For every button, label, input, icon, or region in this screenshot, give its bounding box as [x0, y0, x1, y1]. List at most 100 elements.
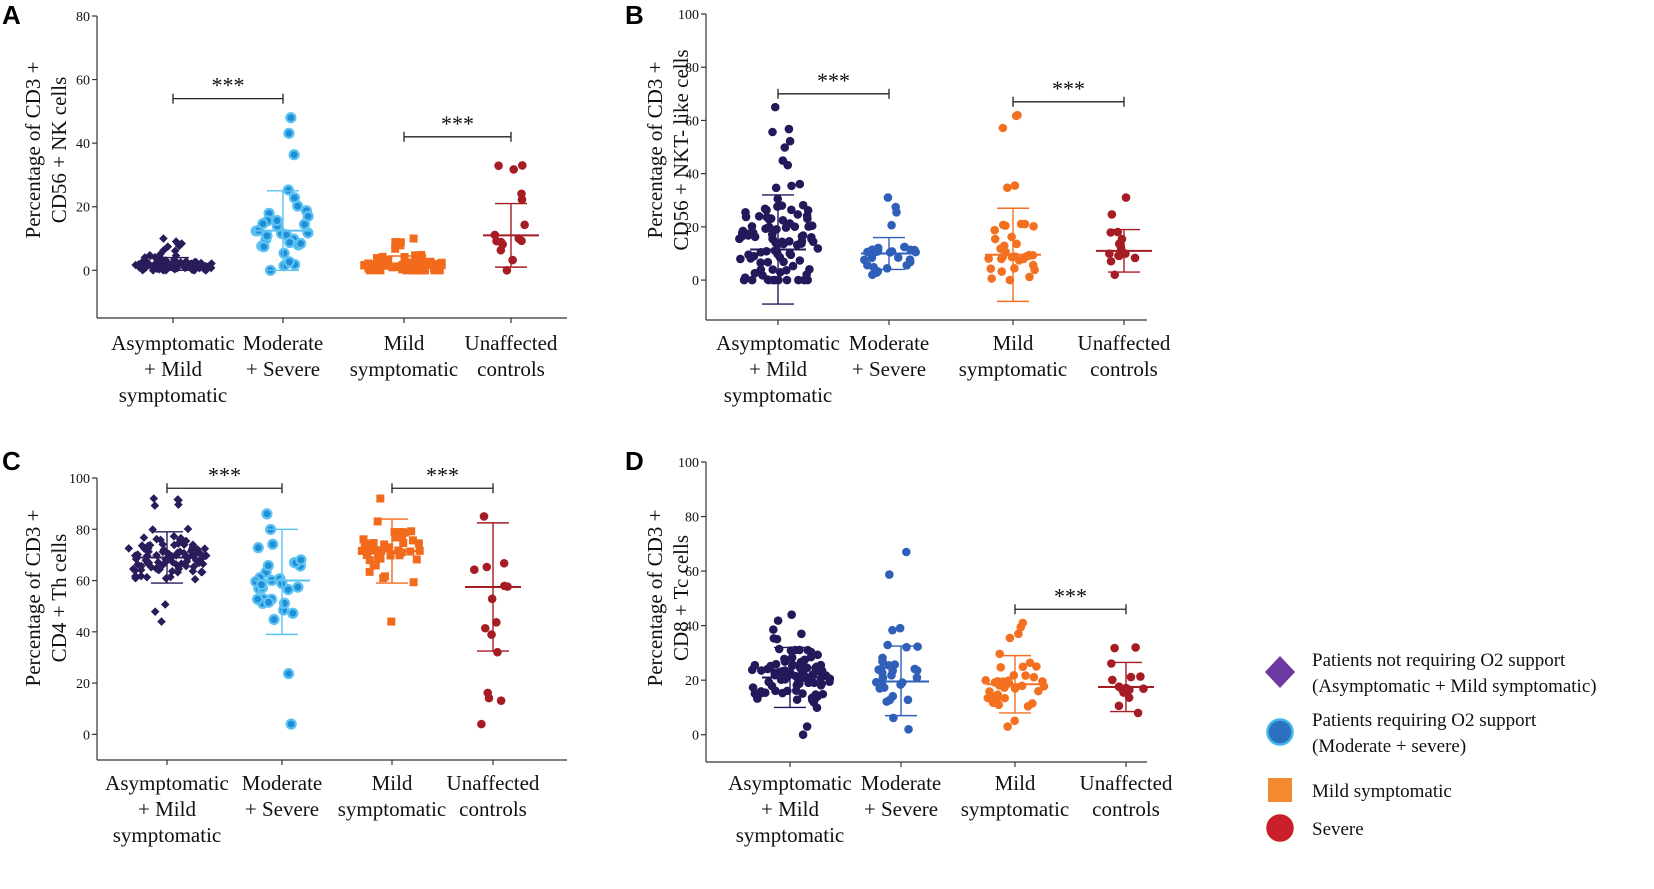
y-axis-label-line: CD56 + NK cells: [47, 77, 71, 224]
data-point: [902, 261, 912, 270]
data-point: [514, 234, 524, 243]
category-label: Moderate + Severe: [861, 771, 941, 821]
category-label-line: controls: [1090, 357, 1158, 381]
data-point: [788, 261, 798, 271]
data-point: [150, 607, 160, 616]
category-label: Mild symptomatic: [350, 331, 459, 381]
data-point: [282, 668, 295, 680]
data-point: [158, 540, 168, 549]
data-point: [409, 578, 418, 587]
y-tick-label: 0: [83, 264, 90, 279]
data-point: [267, 538, 279, 550]
data-point: [190, 574, 200, 584]
data-point: [802, 663, 812, 673]
data-point: [161, 555, 171, 564]
data-point: [1018, 662, 1028, 672]
data-point: [409, 234, 418, 243]
y-tick-label: 20: [76, 677, 90, 692]
data-point: [487, 630, 496, 639]
data-point: [743, 231, 753, 240]
category-label-line: symptomatic: [959, 357, 1068, 381]
category-label: Mild symptomatic: [961, 771, 1070, 821]
data-point: [772, 246, 782, 256]
data-point: [193, 544, 202, 554]
series-group: [984, 110, 1041, 303]
data-point: [750, 268, 760, 278]
data-point: [170, 246, 180, 256]
data-point: [902, 642, 911, 652]
data-point: [158, 547, 168, 557]
data-point: [518, 161, 527, 170]
data-point: [144, 547, 153, 557]
category-label-line: symptomatic: [961, 797, 1070, 821]
data-point: [360, 261, 369, 270]
series-group: [250, 508, 310, 730]
data-point: [188, 264, 197, 274]
data-point: [155, 565, 164, 574]
data-point: [902, 547, 911, 557]
category-label: Moderate + Severe: [849, 331, 929, 381]
data-point: [492, 617, 501, 627]
data-point: [803, 214, 812, 223]
data-point: [795, 679, 804, 688]
y-tick-label: 20: [685, 674, 699, 689]
data-point: [190, 257, 200, 267]
data-point: [508, 255, 517, 265]
category-label-line: Unaffected: [447, 771, 540, 795]
category-label-line: Moderate: [849, 331, 929, 355]
data-point: [780, 675, 790, 684]
panel-D: D 0 20 40 60 80 100 Percentage of CD3 +CD8 + Tc…: [625, 446, 1173, 847]
data-point: [912, 673, 922, 682]
data-point: [1010, 264, 1019, 273]
data-point: [171, 251, 181, 260]
data-point: [159, 245, 168, 255]
legend-marker-circle: [1266, 718, 1294, 746]
data-point: [169, 262, 179, 272]
data-point: [1023, 701, 1033, 711]
data-point: [903, 695, 913, 705]
data-point: [813, 692, 822, 701]
data-point: [783, 160, 793, 170]
data-point: [803, 206, 813, 215]
data-point: [1124, 693, 1134, 702]
data-point: [494, 161, 503, 170]
data-point: [176, 258, 185, 267]
legend-label: Patients not requiring O2 support (Asympt…: [1312, 650, 1597, 697]
data-point: [172, 263, 182, 273]
data-point: [806, 647, 816, 657]
data-point: [749, 251, 759, 261]
data-point: [200, 544, 210, 553]
data-point: [1136, 672, 1145, 681]
category-label: Asymptomatic + Mild symptomatic: [728, 771, 852, 847]
data-point: [760, 204, 770, 214]
data-point: [987, 274, 996, 283]
data-point: [385, 543, 394, 552]
data-point: [396, 241, 405, 250]
data-point: [360, 539, 369, 548]
data-point: [149, 494, 159, 503]
data-point: [416, 258, 425, 267]
data-point: [1005, 275, 1015, 285]
data-point: [1003, 722, 1012, 731]
series-group: [981, 618, 1049, 731]
data-point: [873, 245, 882, 254]
data-point: [1114, 701, 1124, 711]
data-point: [983, 693, 993, 703]
category-label: Unaffected controls: [465, 331, 558, 381]
data-point: [146, 562, 156, 572]
data-point: [162, 256, 171, 266]
data-point: [136, 571, 146, 581]
category-label-line: + Severe: [246, 357, 320, 381]
data-point: [520, 220, 529, 230]
data-point: [797, 629, 806, 639]
data-point: [181, 561, 191, 571]
data-point: [1139, 684, 1148, 693]
data-point: [421, 258, 430, 267]
data-point: [825, 677, 834, 687]
data-point: [142, 572, 152, 582]
data-point: [139, 533, 149, 542]
data-point: [998, 220, 1008, 230]
data-point: [756, 688, 766, 698]
data-point: [747, 275, 757, 285]
data-point: [496, 237, 506, 247]
